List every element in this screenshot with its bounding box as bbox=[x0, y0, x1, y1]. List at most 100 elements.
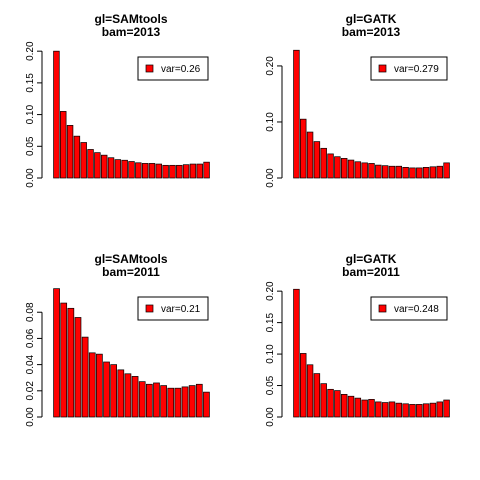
bar bbox=[429, 402, 437, 418]
bar bbox=[100, 154, 108, 179]
bar bbox=[141, 163, 149, 179]
y-tick-label: 0.10 bbox=[265, 344, 276, 364]
bar bbox=[354, 397, 362, 418]
y-tick-label: 0.00 bbox=[25, 407, 36, 427]
bar bbox=[368, 399, 375, 418]
legend-label: var=0.279 bbox=[394, 64, 439, 75]
bar bbox=[66, 125, 74, 179]
legend-swatch bbox=[145, 304, 154, 313]
y-tick-label: 0.02 bbox=[25, 381, 36, 401]
bar bbox=[67, 307, 75, 418]
y-tick-label: 0.15 bbox=[265, 312, 276, 332]
y-tick-label: 0.05 bbox=[265, 375, 276, 395]
bar bbox=[169, 164, 176, 179]
bar bbox=[73, 135, 81, 179]
bar bbox=[121, 159, 128, 179]
bar bbox=[375, 401, 382, 418]
bar bbox=[181, 386, 189, 418]
y-tick-label: 0.20 bbox=[265, 281, 276, 301]
bar bbox=[320, 147, 327, 179]
bar bbox=[203, 161, 210, 179]
bar bbox=[422, 403, 430, 418]
bar bbox=[131, 376, 139, 418]
bar bbox=[313, 141, 321, 179]
bar bbox=[436, 165, 443, 179]
legend-label: var=0.21 bbox=[161, 304, 201, 315]
bar bbox=[368, 163, 375, 179]
bar bbox=[320, 383, 327, 418]
bar bbox=[174, 387, 182, 418]
bar bbox=[96, 353, 103, 418]
bar bbox=[195, 383, 203, 418]
bar bbox=[306, 364, 314, 418]
legend-swatch bbox=[378, 304, 387, 313]
bar bbox=[422, 167, 430, 179]
bar bbox=[436, 401, 443, 418]
panel-title-line-2: bam=2013 bbox=[342, 25, 401, 39]
legend-box bbox=[370, 296, 448, 321]
bar bbox=[443, 399, 450, 418]
bar bbox=[188, 385, 196, 418]
bar bbox=[395, 165, 403, 179]
bar bbox=[416, 404, 423, 418]
bar bbox=[293, 288, 300, 418]
bar bbox=[402, 403, 409, 418]
bar bbox=[53, 288, 60, 418]
bar bbox=[138, 381, 146, 418]
bar bbox=[409, 404, 416, 418]
bar bbox=[388, 401, 396, 418]
bar bbox=[114, 159, 122, 179]
bar bbox=[416, 167, 423, 179]
bar bbox=[80, 142, 87, 179]
y-tick-label: 0.10 bbox=[265, 112, 276, 132]
y-tick-label: 0.20 bbox=[25, 41, 36, 61]
legend-swatch bbox=[145, 64, 154, 73]
bar bbox=[74, 317, 82, 418]
bar bbox=[128, 161, 135, 179]
bar bbox=[88, 352, 96, 418]
bar bbox=[87, 149, 94, 179]
y-tick-label: 0.00 bbox=[265, 168, 276, 188]
bar bbox=[340, 394, 348, 418]
bar bbox=[117, 369, 125, 418]
bar bbox=[327, 153, 334, 179]
bar bbox=[203, 391, 210, 418]
bar bbox=[327, 388, 334, 418]
panel-title-line-2: bam=2011 bbox=[342, 265, 400, 279]
legend-box bbox=[370, 56, 448, 81]
bar bbox=[167, 387, 175, 418]
y-tick-label: 0.00 bbox=[265, 407, 276, 427]
legend-box bbox=[137, 296, 209, 321]
bar bbox=[145, 383, 153, 418]
panel-title-line-2: bam=2011 bbox=[102, 265, 160, 279]
bar bbox=[388, 165, 396, 179]
bar bbox=[306, 131, 314, 179]
bar bbox=[60, 111, 67, 179]
legend-label: var=0.26 bbox=[161, 64, 201, 75]
bar bbox=[110, 364, 118, 418]
panel-title-line-1: gl=GATK bbox=[346, 252, 397, 266]
bar bbox=[53, 50, 60, 179]
y-tick-label: 0.10 bbox=[25, 104, 36, 124]
panel-title-line-1: gl=GATK bbox=[346, 12, 397, 26]
y-tick-label: 0.15 bbox=[25, 73, 36, 93]
bar bbox=[189, 163, 197, 179]
bar bbox=[135, 162, 142, 179]
y-tick-label: 0.05 bbox=[25, 136, 36, 156]
panel-title-line-1: gl=SAMtools bbox=[94, 252, 167, 266]
y-tick-label: 0.20 bbox=[265, 56, 276, 76]
bar bbox=[334, 156, 341, 179]
bar bbox=[160, 385, 167, 418]
bar bbox=[361, 162, 368, 179]
bar bbox=[103, 361, 110, 418]
bar bbox=[313, 373, 321, 418]
bar bbox=[300, 353, 307, 418]
bar bbox=[354, 161, 362, 179]
bar bbox=[340, 158, 348, 179]
y-tick-label: 0.08 bbox=[25, 302, 36, 322]
bar bbox=[381, 165, 389, 179]
